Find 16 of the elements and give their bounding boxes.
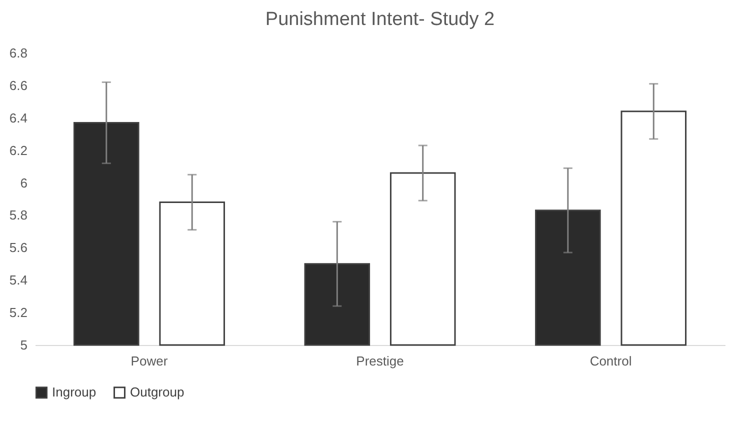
y-tick-label: 6 bbox=[20, 175, 28, 190]
y-tick-label: 6.6 bbox=[9, 78, 28, 93]
y-tick-label: 6.2 bbox=[9, 142, 28, 158]
y-tick-label: 5 bbox=[20, 338, 28, 352]
x-tick-label: Power bbox=[130, 354, 168, 368]
y-tick-label: 6.8 bbox=[9, 46, 28, 60]
legend-label: Outgroup bbox=[130, 384, 184, 400]
y-tick-label: 5.6 bbox=[9, 240, 28, 256]
y-tick-label: 5.4 bbox=[9, 272, 28, 288]
y-tick-label: 5.2 bbox=[9, 305, 28, 320]
y-tick-label: 6.4 bbox=[9, 110, 28, 126]
y-tick-label: 5.8 bbox=[9, 208, 28, 223]
x-tick-label: Control bbox=[590, 354, 632, 368]
legend-label: Ingroup bbox=[52, 384, 96, 400]
chart-title: Punishment Intent- Study 2 bbox=[265, 9, 495, 30]
x-tick-label: Prestige bbox=[356, 354, 404, 368]
